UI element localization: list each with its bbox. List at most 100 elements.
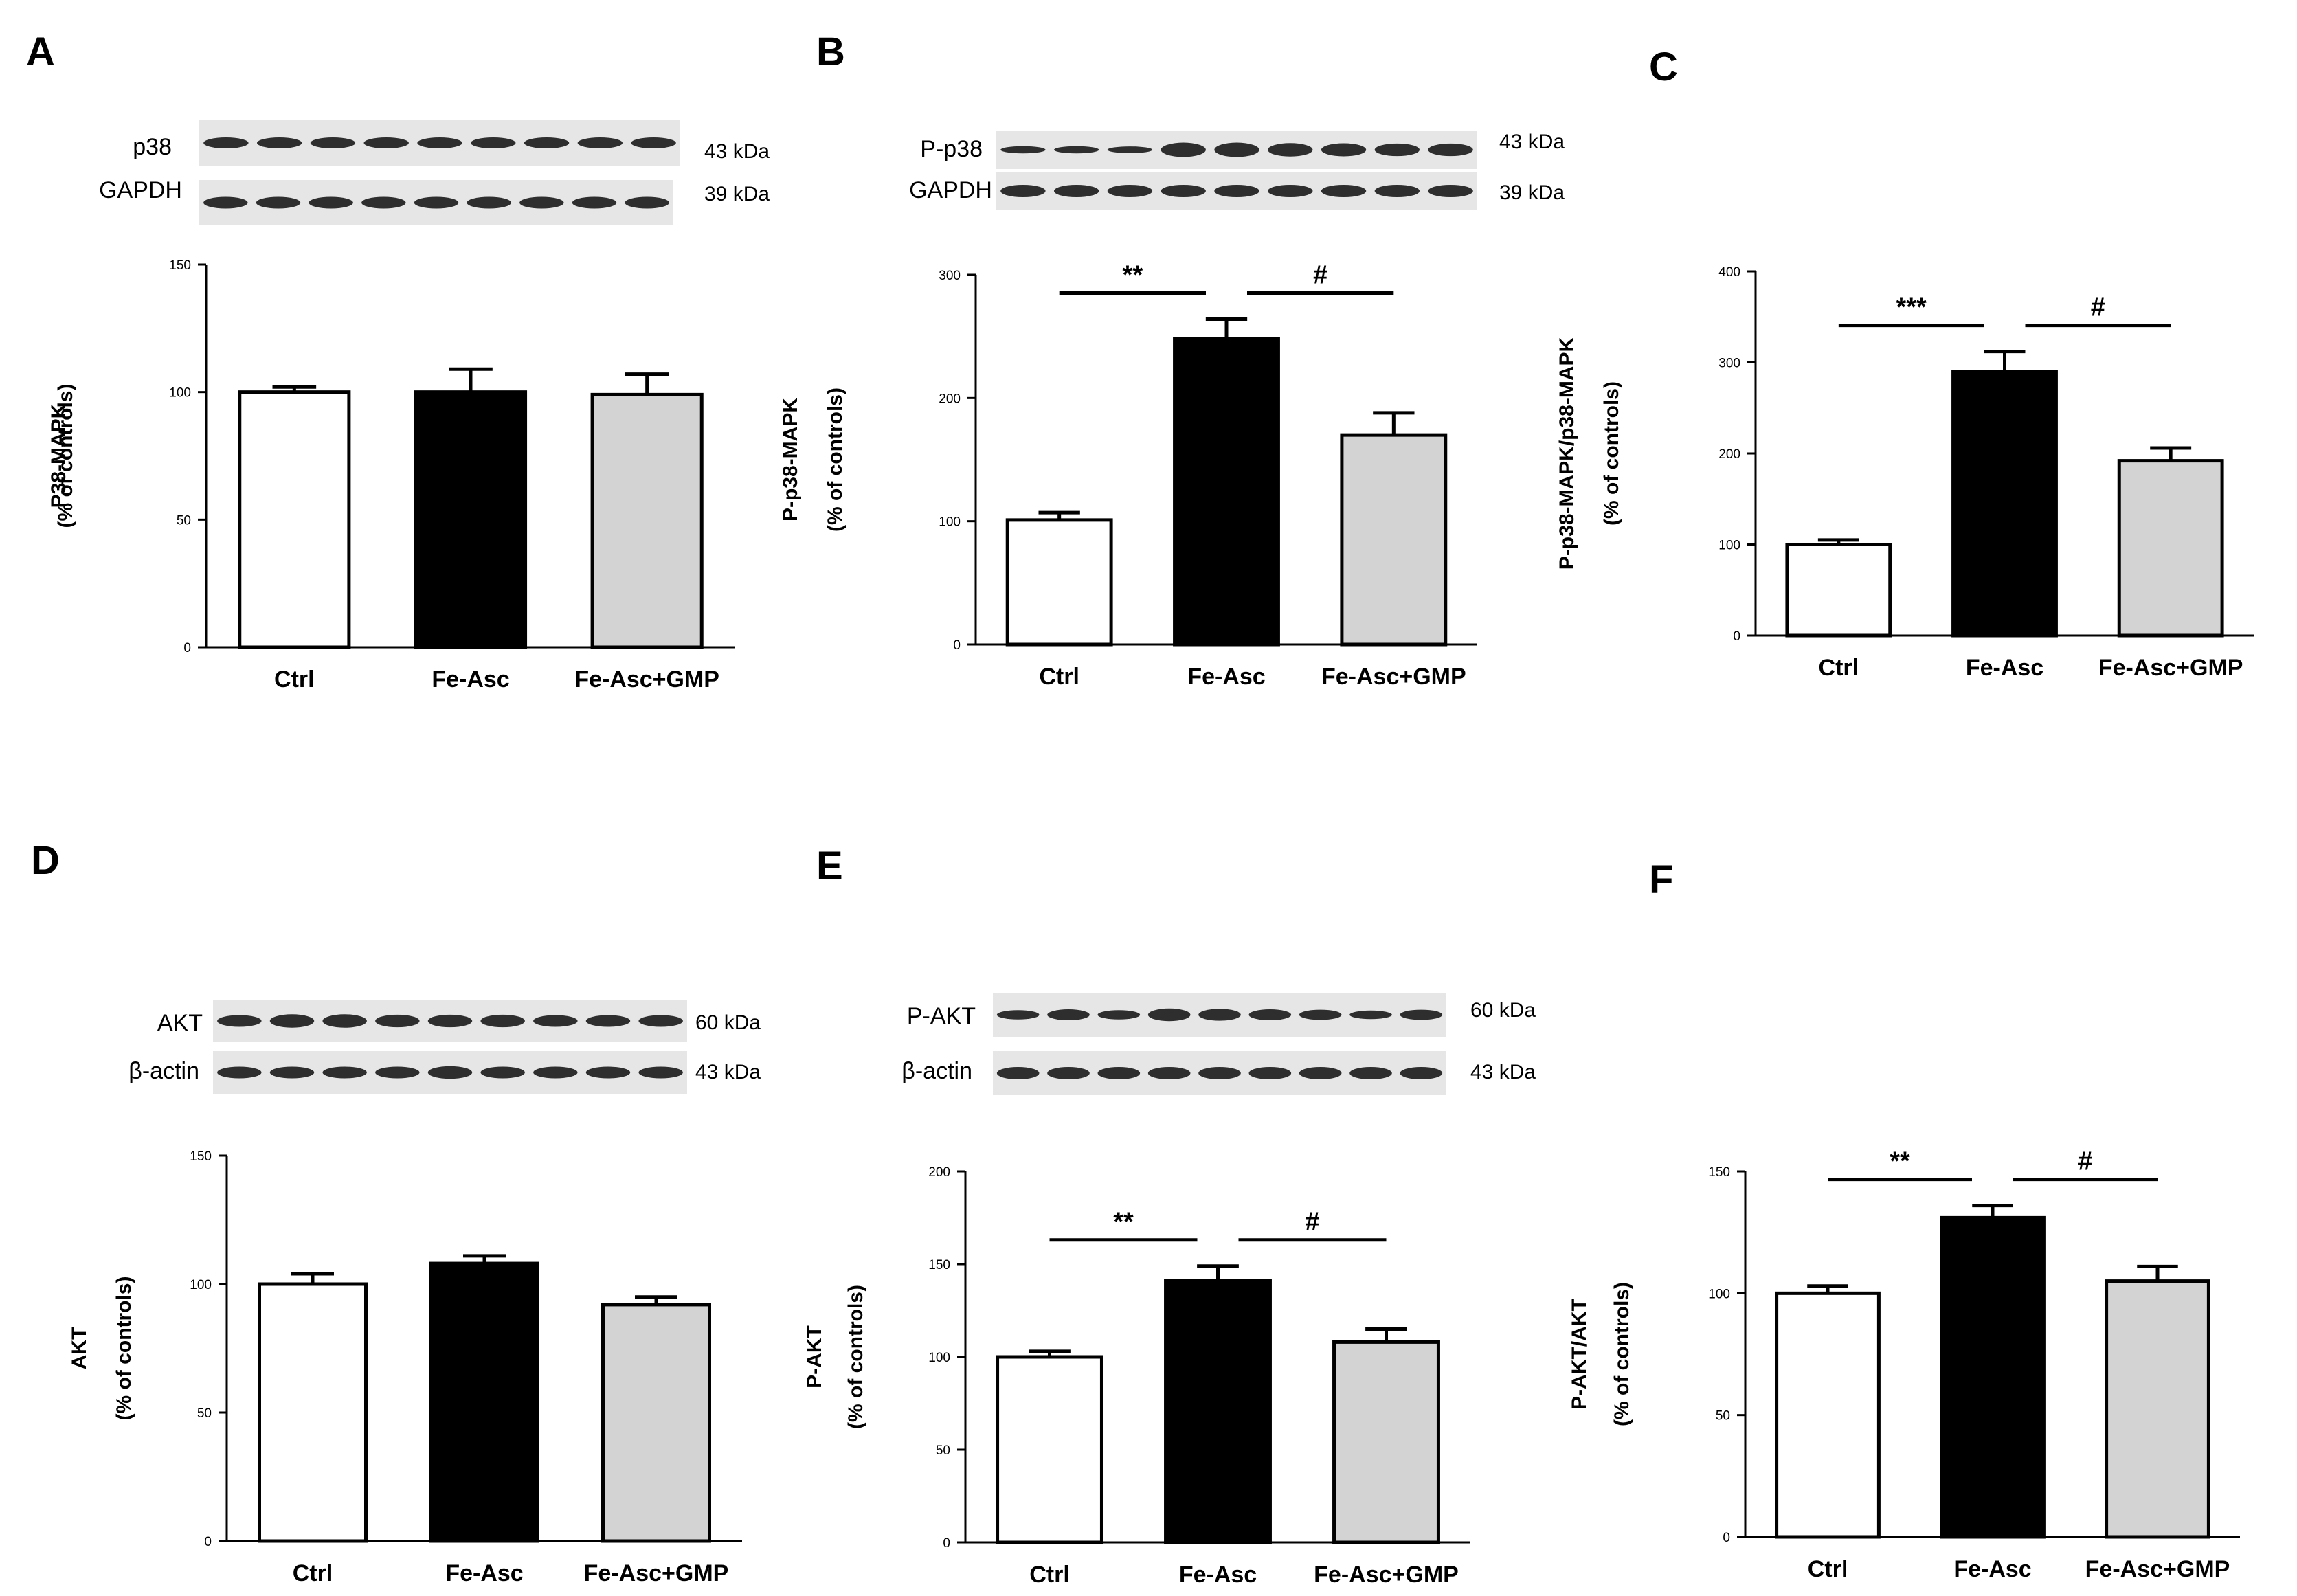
y-tick-label: 150 xyxy=(1708,1165,1730,1180)
blot-band xyxy=(322,1066,367,1079)
blot-band xyxy=(269,1066,315,1079)
panel-label-c: C xyxy=(1649,45,1678,89)
y-axis-sublabel: (% of controls) xyxy=(844,1285,867,1429)
y-axis-label: P-AKT/AKT xyxy=(1568,1299,1591,1410)
blot-band xyxy=(375,1066,420,1079)
blot-band xyxy=(1097,1010,1141,1020)
chart-b: 0 100 200 300 P-p38-MAPK (% of controls) Ctrl F… xyxy=(779,261,1477,690)
blot-protein-label: p38 xyxy=(133,134,172,160)
blot-band xyxy=(1349,1067,1392,1079)
x-tick-label: Ctrl xyxy=(1819,655,1859,681)
chart-e: 0 50 100 150 200 P-AKT (% of controls) Ctrl Fe-A… xyxy=(803,1165,1470,1588)
blot-kda-label: 60 kDa xyxy=(695,1011,761,1034)
significance-label: ** xyxy=(1123,261,1143,290)
blot-band xyxy=(1161,185,1206,197)
x-tick-label: Fe-Asc+GMP xyxy=(2098,655,2243,681)
y-tick-label: 400 xyxy=(1718,265,1740,280)
x-tick-label: Ctrl xyxy=(1808,1556,1848,1582)
y-tick-label: 50 xyxy=(936,1443,950,1458)
y-tick-label: 100 xyxy=(928,1351,950,1365)
significance-label: # xyxy=(2078,1147,2092,1176)
bar-fe-asc-gmp xyxy=(2117,459,2224,638)
blot-band xyxy=(1321,143,1367,157)
blot-band xyxy=(524,137,570,148)
blot-band xyxy=(1198,1067,1241,1079)
blot-kda-label: 43 kDa xyxy=(1499,131,1565,153)
blot-band xyxy=(1214,142,1259,157)
x-tick-label: Fe-Asc xyxy=(432,666,509,693)
panel-label-b: B xyxy=(816,30,845,74)
blot-band xyxy=(414,196,459,209)
blot-strip xyxy=(996,172,1477,210)
blot-labels: p38 GAPDH 43 kDa 39 kDa P-p38 GAPDH 43 k… xyxy=(99,131,1565,1084)
blot-band xyxy=(1107,185,1153,197)
y-tick-label: 0 xyxy=(1723,1531,1730,1545)
blot-strip xyxy=(993,993,1446,1037)
blot-band xyxy=(1248,1009,1292,1020)
blot-band xyxy=(1374,143,1420,157)
blot-strip xyxy=(213,1000,687,1042)
blot-band xyxy=(631,137,676,148)
blot-band xyxy=(217,1015,262,1027)
blot-band xyxy=(996,1067,1040,1079)
x-tick-label: Fe-Asc+GMP xyxy=(574,666,719,693)
blot-kda-label: 60 kDa xyxy=(1470,999,1536,1022)
blot-band xyxy=(1147,1008,1191,1022)
blot-kda-label: 43 kDa xyxy=(704,140,770,163)
blot-protein-label: GAPDH xyxy=(909,177,992,203)
western-blots xyxy=(199,120,1477,1095)
y-axis-label: P-p38-MAPK/p38-MAPK xyxy=(1556,337,1578,570)
bar-fe-asc-gmp xyxy=(1340,433,1448,647)
y-tick-label: 150 xyxy=(928,1258,950,1272)
y-tick-label: 150 xyxy=(190,1149,212,1164)
blot-band xyxy=(638,1066,683,1079)
blot-kda-label: 43 kDa xyxy=(695,1061,761,1083)
x-tick-label: Fe-Asc xyxy=(1179,1562,1257,1588)
blot-band xyxy=(310,137,356,148)
blot-strip xyxy=(996,131,1477,169)
blot-band xyxy=(625,196,669,209)
significance-label: # xyxy=(1305,1208,1319,1237)
blot-protein-label: GAPDH xyxy=(99,177,182,203)
blot-band xyxy=(1000,185,1046,197)
bar-ctrl xyxy=(238,390,351,649)
y-axis-sublabel: (% of controls) xyxy=(54,384,77,528)
blot-band xyxy=(1299,1009,1342,1020)
blot-band xyxy=(577,137,623,148)
blot-band xyxy=(519,196,564,209)
significance-label: ** xyxy=(1890,1147,1910,1176)
blot-band xyxy=(1147,1067,1191,1079)
x-tick-label: Fe-Asc xyxy=(445,1560,523,1586)
blot-protein-label: P-p38 xyxy=(920,136,983,162)
x-tick-label: Fe-Asc+GMP xyxy=(1314,1562,1459,1588)
blot-band xyxy=(257,137,302,148)
blot-band xyxy=(322,1014,367,1028)
x-tick-label: Fe-Asc xyxy=(1187,664,1265,690)
blot-protein-label: β-actin xyxy=(128,1058,199,1084)
blot-band xyxy=(533,1015,578,1027)
blot-strip xyxy=(213,1051,687,1094)
bar-fe-asc-gmp xyxy=(601,1303,711,1543)
y-axis-sublabel: (% of controls) xyxy=(1611,1282,1633,1426)
y-tick-label: 50 xyxy=(197,1406,212,1421)
blot-band xyxy=(1400,1009,1443,1020)
blot-band xyxy=(1268,185,1313,197)
blot-kda-label: 39 kDa xyxy=(1499,181,1565,204)
blot-band xyxy=(996,1010,1040,1020)
bar-ctrl xyxy=(258,1282,368,1543)
significance-label: # xyxy=(1313,261,1327,290)
blot-band xyxy=(269,1014,315,1028)
chart-a: 0 50 100 150 P38-MAPK(% of controls) Ctrl Fe-A… xyxy=(47,258,735,693)
panel-label-e: E xyxy=(816,844,843,888)
y-axis-label: P38-MAPK xyxy=(47,403,70,508)
panel-label-d: D xyxy=(31,838,60,883)
blot-kda-label: 43 kDa xyxy=(1470,1061,1536,1083)
y-tick-label: 200 xyxy=(939,392,961,406)
bar-fe-asc xyxy=(1164,1279,1272,1544)
blot-band xyxy=(1054,185,1099,197)
blot-band xyxy=(585,1015,631,1027)
y-axis-sublabel: (% of controls) xyxy=(113,1277,135,1421)
blot-band xyxy=(480,1014,525,1028)
